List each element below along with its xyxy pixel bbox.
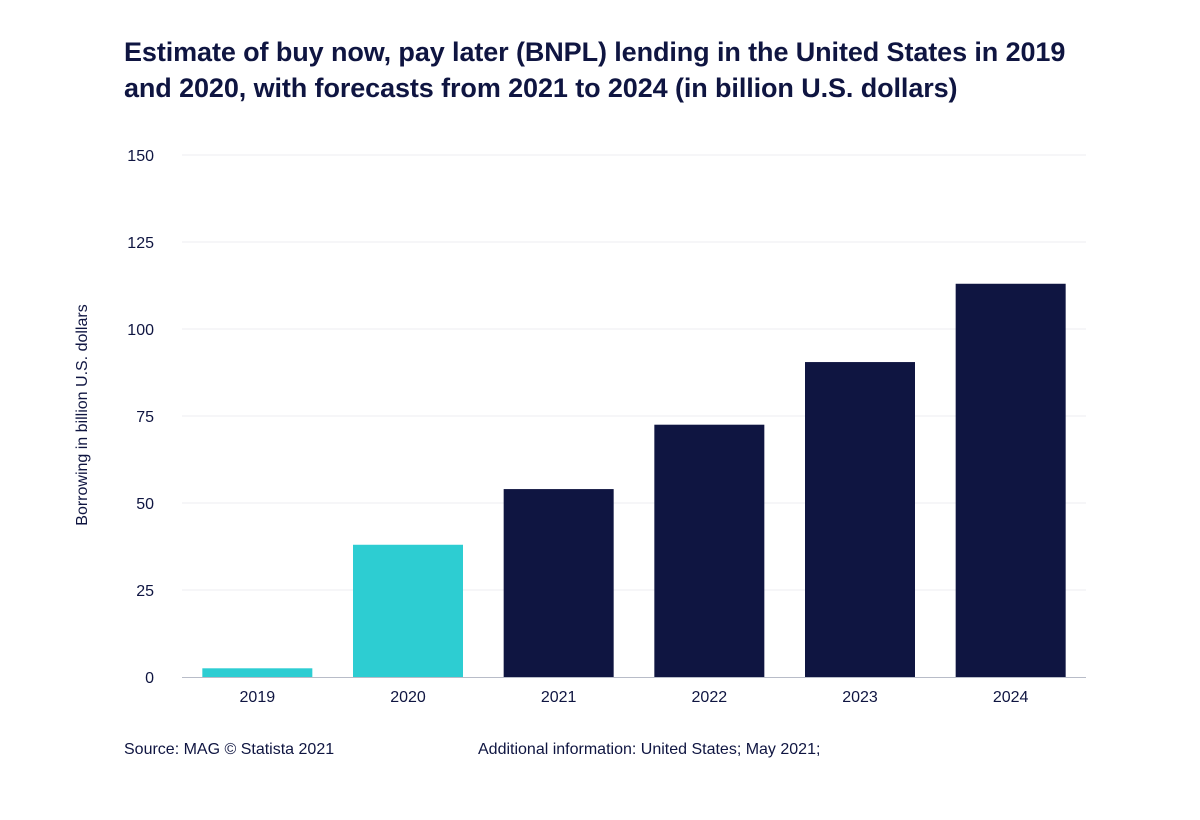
y-tick-label: 25 <box>136 583 154 600</box>
bar-2024 <box>955 283 1066 677</box>
chart-title: Estimate of buy now, pay later (BNPL) le… <box>124 37 1066 103</box>
bars <box>202 283 1066 677</box>
bar-2020 <box>353 544 463 677</box>
bar-2023 <box>805 362 915 677</box>
y-tick-labels: 0 25 50 75 100 125 150 <box>127 148 154 687</box>
source-note: Source: MAG © Statista 2021 <box>124 741 335 758</box>
y-axis-label: Borrowing in billion U.S. dollars <box>74 304 91 525</box>
y-tick-label: 125 <box>127 235 154 252</box>
x-tick-label: 2021 <box>541 689 577 706</box>
bar-2022 <box>654 424 765 677</box>
bar-2019 <box>202 668 313 677</box>
x-tick-label: 2024 <box>993 689 1029 706</box>
gridlines <box>182 154 1086 591</box>
x-tick-label: 2023 <box>842 689 878 706</box>
y-tick-label: 0 <box>145 670 154 687</box>
y-tick-label: 50 <box>136 496 154 513</box>
y-tick-label: 75 <box>136 409 154 426</box>
y-tick-label: 150 <box>127 148 154 165</box>
x-tick-label: 2022 <box>692 689 728 706</box>
additional-info-note: Additional information: United States; M… <box>478 741 821 758</box>
bar-2021 <box>503 489 614 677</box>
y-tick-label: 100 <box>127 322 154 339</box>
x-tick-label: 2019 <box>240 689 276 706</box>
x-tick-labels: 2019 2020 2021 2022 2023 2024 <box>240 689 1029 706</box>
x-tick-label: 2020 <box>390 689 426 706</box>
